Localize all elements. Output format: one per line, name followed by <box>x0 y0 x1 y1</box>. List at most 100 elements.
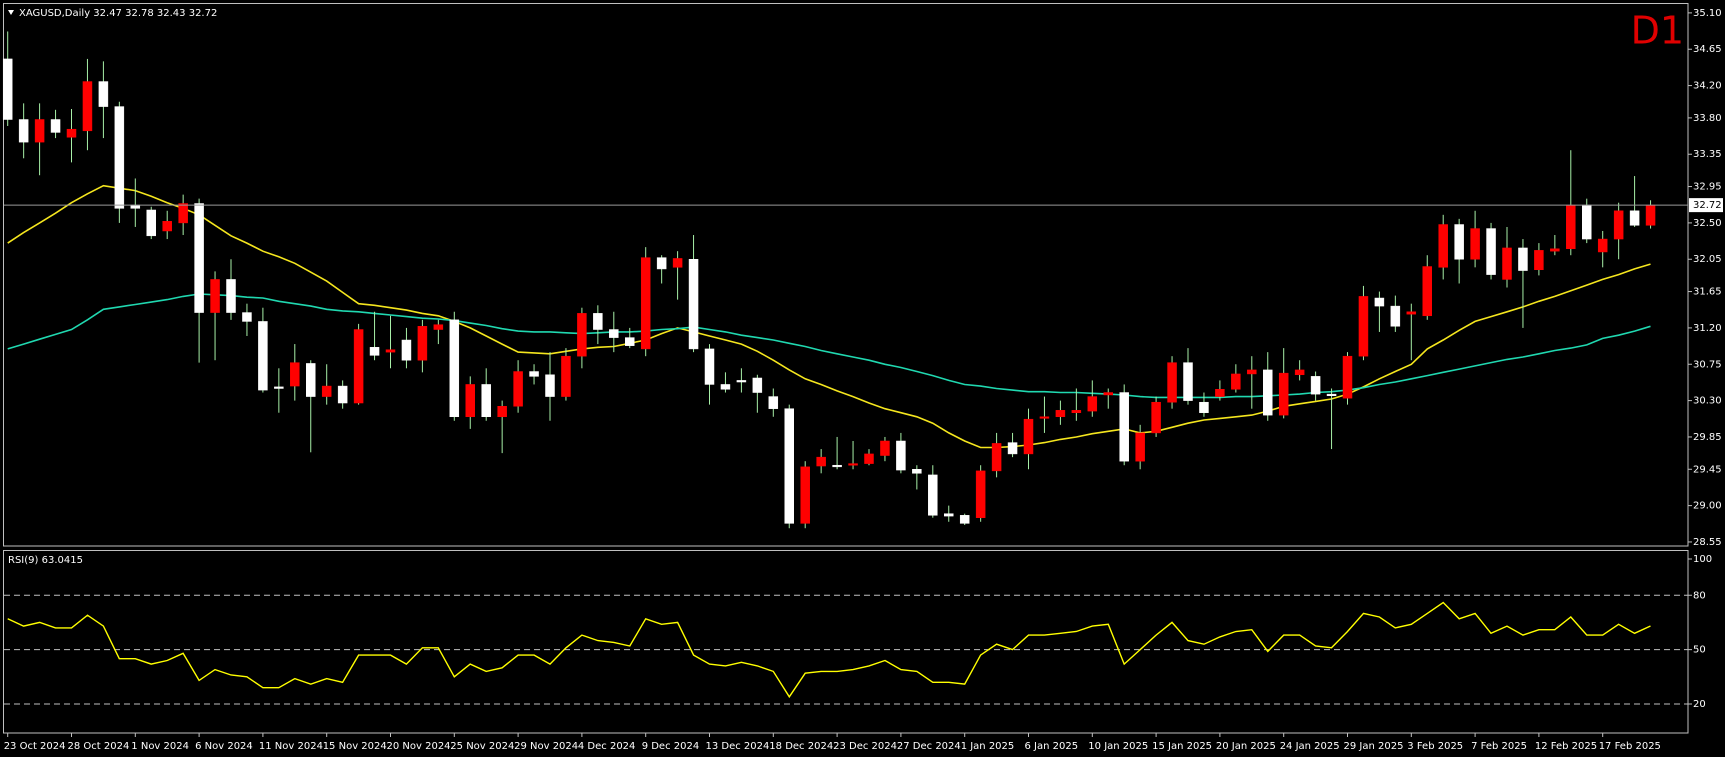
candle-body <box>816 456 826 467</box>
candle-body <box>784 408 794 524</box>
candle-body <box>720 384 731 390</box>
x-tick-label: 6 Nov 2024 <box>195 741 253 752</box>
candle-body <box>401 339 412 361</box>
y-tick-label: 34.65 <box>1693 44 1722 55</box>
x-tick-label: 23 Oct 2024 <box>4 741 66 752</box>
candle-body <box>1310 376 1321 395</box>
candle-body <box>529 371 539 377</box>
candle-body <box>656 257 667 270</box>
y-tick-label: 32.05 <box>1693 254 1722 265</box>
x-tick-label: 3 Feb 2025 <box>1407 741 1463 752</box>
x-tick-label: 4 Dec 2024 <box>578 741 636 752</box>
candle-body <box>1566 204 1576 249</box>
candle-body <box>1215 389 1225 397</box>
y-tick-label: 33.80 <box>1693 113 1722 124</box>
candle-body <box>497 406 507 418</box>
candle-body <box>481 384 491 418</box>
candle-body <box>800 466 810 524</box>
candle-body <box>975 470 986 518</box>
candle-body <box>1151 401 1161 434</box>
candle-body <box>1597 238 1608 253</box>
candle-body <box>1103 392 1113 396</box>
candle-body <box>625 337 635 346</box>
x-tick-label: 15 Jan 2025 <box>1152 741 1212 752</box>
candle-body <box>465 384 475 418</box>
candle-body <box>1071 410 1082 413</box>
y-tick-label: 80 <box>1693 590 1706 601</box>
candle-body <box>1470 228 1480 260</box>
candle-body <box>1326 393 1337 397</box>
candle-body <box>688 258 699 350</box>
x-tick-label: 1 Nov 2024 <box>131 741 189 752</box>
current-price-label: 32.72 <box>1693 200 1722 211</box>
x-tick-label: 9 Dec 2024 <box>642 741 700 752</box>
y-tick-label: 30.75 <box>1693 359 1722 370</box>
x-tick-label: 25 Nov 2024 <box>450 741 514 752</box>
x-tick-label: 11 Nov 2024 <box>259 741 323 752</box>
candle-body <box>1582 204 1592 240</box>
y-tick-label: 32.95 <box>1693 182 1722 193</box>
y-tick-label: 29.85 <box>1693 432 1722 443</box>
candle-body <box>1039 416 1050 419</box>
y-tick-label: 29.00 <box>1693 501 1722 512</box>
candle-body <box>880 440 890 456</box>
y-tick-label: 31.20 <box>1693 323 1722 334</box>
y-tick-label: 100 <box>1693 554 1712 565</box>
candle-body <box>1231 373 1241 390</box>
candle-body <box>321 385 332 397</box>
x-tick-label: 29 Jan 2025 <box>1344 741 1404 752</box>
candle-body <box>369 347 380 356</box>
y-tick-label: 35.10 <box>1693 8 1722 19</box>
moving-average-line <box>7 184 1651 449</box>
candle-body <box>959 515 970 524</box>
y-tick-label: 33.35 <box>1693 149 1722 160</box>
candle-body <box>1167 362 1177 403</box>
candle-body <box>1358 296 1369 357</box>
candle-body <box>114 106 125 209</box>
y-tick-label: 34.20 <box>1693 81 1722 92</box>
symbol-header: XAGUSD,Daily 32.47 32.78 32.43 32.72 <box>19 8 217 19</box>
candle-body <box>1263 369 1273 416</box>
x-tick-label: 10 Jan 2025 <box>1088 741 1148 752</box>
candle-body <box>1422 266 1432 317</box>
candle-body <box>226 279 236 313</box>
candle-body <box>1342 355 1353 399</box>
candle-body <box>1406 311 1417 315</box>
candle-body <box>2 58 13 120</box>
candle-body <box>513 371 523 407</box>
candle-body <box>449 319 460 418</box>
y-tick-label: 29.45 <box>1693 464 1722 475</box>
candle-body <box>1294 369 1305 376</box>
y-tick-label: 50 <box>1693 645 1706 656</box>
candle-body <box>944 513 954 517</box>
candle-body <box>752 377 763 393</box>
candle-body <box>66 128 77 138</box>
candle-body <box>162 221 172 232</box>
candle-body <box>991 443 1002 472</box>
candle-body <box>1629 210 1640 226</box>
candle-body <box>736 380 747 383</box>
x-tick-label: 1 Jan 2025 <box>961 741 1015 752</box>
candle-body <box>1390 305 1401 327</box>
candle-body <box>609 329 619 338</box>
candle-body <box>353 329 364 404</box>
candle-body <box>1550 248 1560 252</box>
x-tick-label: 13 Dec 2024 <box>706 741 770 752</box>
candle-body <box>194 203 204 313</box>
timeframe-label: D1 <box>1631 9 1684 53</box>
candle-body <box>385 349 396 353</box>
candle-body <box>1374 297 1385 307</box>
candle-body <box>258 321 268 391</box>
candle-body <box>34 119 45 143</box>
x-tick-label: 12 Feb 2025 <box>1535 741 1597 752</box>
candle-body <box>832 464 842 468</box>
candle-body <box>848 463 858 466</box>
candle-body <box>1119 392 1129 462</box>
candle-body <box>1454 224 1464 260</box>
rsi-panel-frame <box>3 550 1689 734</box>
x-tick-label: 29 Nov 2024 <box>514 741 578 752</box>
candle-body <box>290 362 300 387</box>
